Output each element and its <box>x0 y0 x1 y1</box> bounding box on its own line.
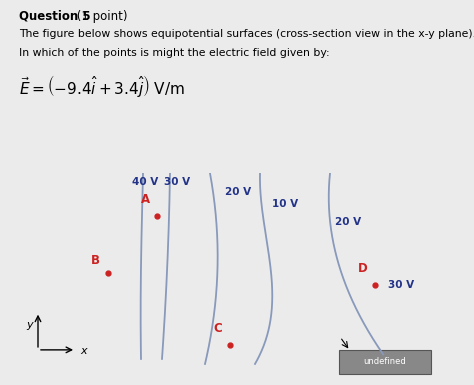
Text: In which of the points is might the electric field given by:: In which of the points is might the elec… <box>19 48 329 58</box>
Text: C: C <box>213 322 222 335</box>
Text: Question 5: Question 5 <box>19 10 91 23</box>
Text: $\vec{E} = \left(-9.4\hat{i} + 3.4\hat{j}\right)\ \mathrm{V/m}$: $\vec{E} = \left(-9.4\hat{i} + 3.4\hat{j… <box>19 73 185 99</box>
Text: 30 V: 30 V <box>164 177 190 187</box>
Text: The figure below shows equipotential surfaces (cross-section view in the x-y pla: The figure below shows equipotential sur… <box>19 29 474 39</box>
Text: D: D <box>358 262 368 275</box>
Text: B: B <box>91 254 100 266</box>
Text: 30 V: 30 V <box>388 280 414 290</box>
Text: 20 V: 20 V <box>225 187 251 197</box>
Text: x: x <box>80 346 87 356</box>
Text: y: y <box>27 320 33 330</box>
Text: (1 point): (1 point) <box>73 10 128 23</box>
Text: 40 V: 40 V <box>132 177 158 187</box>
Text: A: A <box>141 193 150 206</box>
Text: undefined: undefined <box>364 357 406 367</box>
Text: 20 V: 20 V <box>335 218 361 228</box>
FancyBboxPatch shape <box>339 350 431 374</box>
Text: 10 V: 10 V <box>272 199 298 209</box>
